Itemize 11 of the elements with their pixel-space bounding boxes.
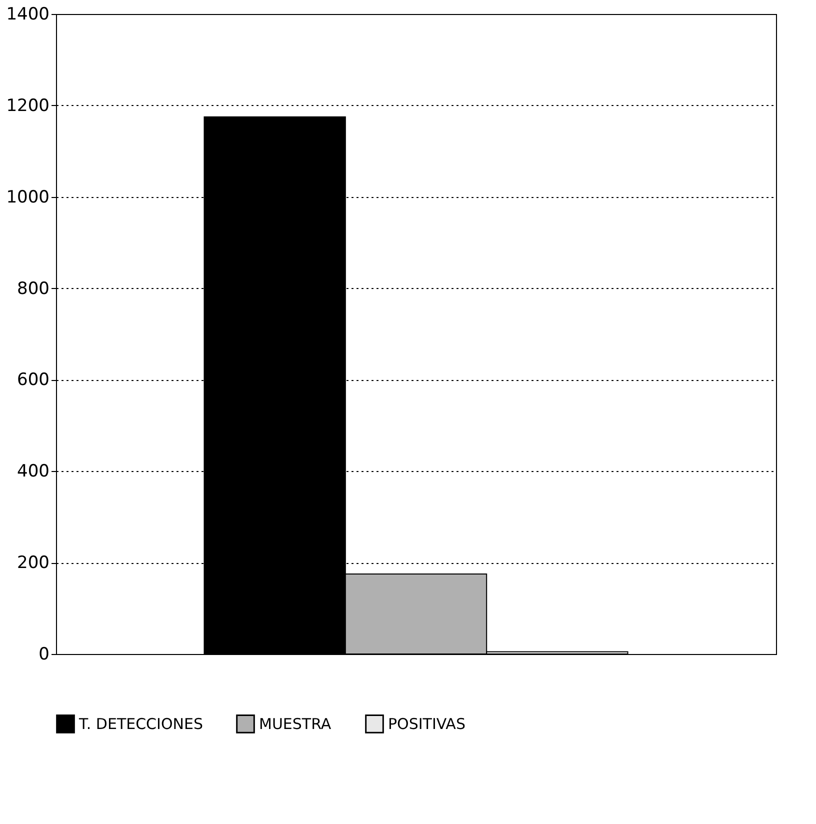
y-tick-label: 800 <box>17 278 50 299</box>
legend-label: POSITIVAS <box>388 714 466 733</box>
y-tick-label: 0 <box>38 644 50 664</box>
y-tick-label: 1400 <box>6 4 50 24</box>
y-tick-label: 600 <box>17 370 50 390</box>
legend-label: MUESTRA <box>259 714 332 733</box>
y-tick-label: 1200 <box>6 96 50 116</box>
y-tick-label: 400 <box>17 462 50 482</box>
y-tick-label: 1000 <box>6 187 50 208</box>
legend-label: T. DETECCIONES <box>78 714 203 733</box>
y-tick-label: 200 <box>17 553 50 574</box>
